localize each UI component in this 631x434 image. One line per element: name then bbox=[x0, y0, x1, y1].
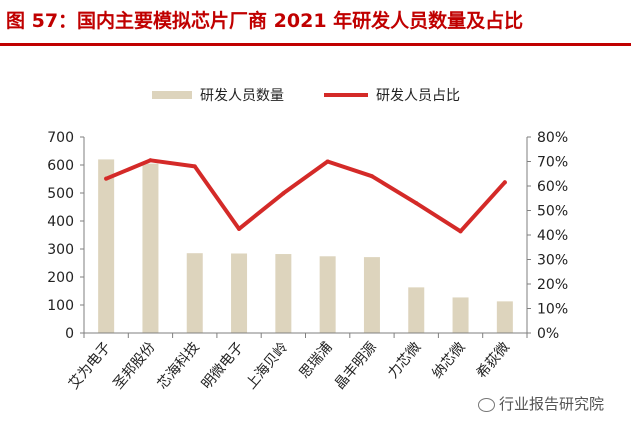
right-tick-label: 70% bbox=[537, 155, 568, 171]
right-tick-label: 80% bbox=[537, 130, 568, 146]
left-tick-label: 300 bbox=[47, 242, 74, 258]
right-tick-label: 10% bbox=[537, 302, 568, 318]
line-point bbox=[192, 164, 197, 169]
bar bbox=[452, 297, 469, 333]
watermark: 行业报告研究院 bbox=[478, 392, 604, 416]
watermark-text: 行业报告研究院 bbox=[499, 395, 605, 413]
line-point bbox=[502, 180, 507, 185]
left-tick-label: 700 bbox=[47, 130, 74, 146]
line-point bbox=[369, 174, 374, 179]
chart-title: 图 57：国内主要模拟芯片厂商 2021 年研发人员数量及占比 bbox=[6, 10, 524, 32]
line-point bbox=[104, 176, 109, 181]
x-tick-label: 明微电子 bbox=[199, 339, 247, 392]
right-tick-label: 30% bbox=[537, 253, 568, 269]
legend-bar-swatch bbox=[152, 91, 192, 99]
bar bbox=[186, 253, 203, 333]
line-point bbox=[148, 158, 153, 163]
bar bbox=[275, 254, 292, 333]
left-tick-label: 400 bbox=[47, 214, 74, 230]
line-point bbox=[281, 191, 286, 196]
line-point bbox=[325, 159, 330, 164]
legend-line-label: 研发人员占比 bbox=[376, 88, 460, 104]
right-axis: 0% 10% 20% 30% 40% 50% 60% 70% 80% bbox=[526, 130, 568, 342]
wechat-icon bbox=[478, 397, 495, 412]
x-tick-label: 思瑞浦 bbox=[296, 339, 335, 381]
x-tick-label: 力芯微 bbox=[385, 339, 424, 381]
right-tick-label: 50% bbox=[537, 204, 568, 220]
x-tick-label: 希荻微 bbox=[474, 339, 513, 381]
x-tick-label: 纳芯微 bbox=[429, 339, 468, 381]
line-point bbox=[458, 229, 463, 234]
left-tick-label: 500 bbox=[47, 186, 74, 202]
left-tick-label: 100 bbox=[47, 298, 74, 314]
x-tick-label: 晶丰明源 bbox=[332, 339, 380, 392]
right-tick-label: 40% bbox=[537, 228, 568, 244]
bar bbox=[496, 301, 513, 333]
right-tick-label: 20% bbox=[537, 277, 568, 293]
x-tick-label: 艾为电子 bbox=[66, 339, 114, 392]
left-axis: 0 100 200 300 400 500 600 700 bbox=[47, 130, 85, 342]
bar bbox=[363, 257, 380, 333]
line-point bbox=[237, 226, 242, 231]
legend-bar-label: 研发人员数量 bbox=[200, 88, 284, 104]
left-tick-label: 600 bbox=[47, 158, 74, 174]
bar bbox=[408, 287, 425, 333]
x-tick-label: 上海贝岭 bbox=[243, 339, 291, 392]
bar bbox=[231, 253, 248, 333]
line-point bbox=[414, 201, 419, 206]
legend: 研发人员数量 研发人员占比 bbox=[152, 88, 460, 104]
left-tick-label: 200 bbox=[47, 270, 74, 286]
right-tick-label: 60% bbox=[537, 179, 568, 195]
bar bbox=[98, 159, 115, 333]
x-tick-label: 芯海科技 bbox=[155, 339, 203, 392]
percent-line bbox=[104, 158, 507, 234]
title-divider bbox=[0, 43, 631, 46]
line-series bbox=[104, 158, 507, 234]
bar-series bbox=[98, 159, 513, 333]
right-tick-label: 0% bbox=[537, 326, 559, 342]
bar bbox=[319, 256, 336, 333]
x-tick-label: 圣邦股份 bbox=[110, 339, 158, 392]
bar bbox=[142, 163, 159, 333]
left-tick-label: 0 bbox=[65, 326, 74, 342]
x-axis-ticks bbox=[83, 333, 528, 338]
